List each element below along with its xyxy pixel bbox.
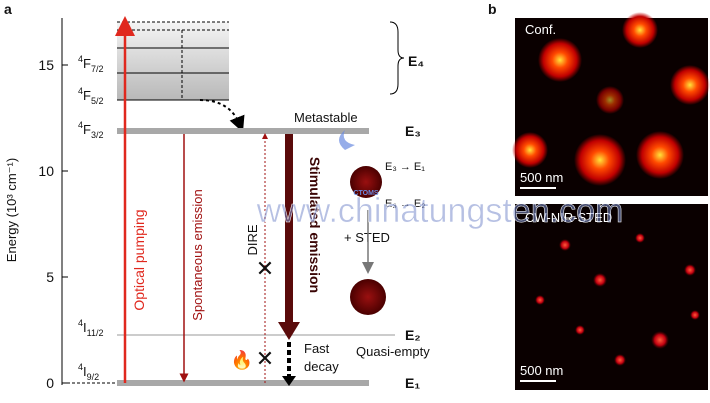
state-labels: 4F7/2 4F5/2 4F3/2 4I11/2 4I9/2 [78, 54, 104, 382]
scale-label: 500 nm [520, 170, 563, 185]
state-label: 4F7/2 [78, 54, 103, 74]
e4-band [117, 22, 229, 100]
sted-label: + STED [344, 230, 390, 245]
state-label: 4F5/2 [78, 86, 103, 106]
scale-label: 500 nm [520, 363, 563, 378]
logo: CTOMS [353, 190, 378, 197]
state-label: 4F3/2 [78, 120, 103, 140]
e1-level [117, 380, 369, 386]
cross: ✕ [256, 346, 274, 371]
watermark: www.chinatungsten.com [256, 192, 624, 230]
e3-level [117, 128, 369, 134]
pump-label: Optical pumping [131, 209, 147, 310]
sted-image [515, 204, 708, 390]
confocal-spots [512, 12, 710, 186]
panel-letter: b [488, 1, 497, 17]
transition-label: E₃ → E₂ [385, 198, 426, 210]
stimulated-arrow [285, 134, 293, 324]
quasi-empty: Quasi-empty [356, 344, 430, 359]
state-label: 4I9/2 [78, 362, 99, 382]
y-ticks: 0 5 10 15 [38, 57, 68, 391]
level-label: E₂ [405, 327, 421, 343]
state-label: 4I11/2 [78, 318, 104, 338]
stimulated-label: Stimulated emission [307, 157, 323, 293]
level-label: E₄ [408, 53, 424, 69]
fast-decay-head [282, 376, 296, 386]
cross: ✕ [256, 256, 274, 281]
y-tick-label: 10 [38, 163, 54, 179]
sted-spots [535, 233, 700, 366]
y-axis-label: Energy (10³ cm⁻¹) [4, 158, 19, 262]
fire: 🔥 [231, 349, 253, 370]
stimulated-arrowhead [278, 322, 300, 340]
y-tick-label: 15 [38, 57, 54, 73]
brace [389, 21, 405, 95]
dire-label: DIRE [245, 224, 260, 255]
fast-decay: Fast decay [304, 341, 339, 374]
logo-flame [339, 130, 355, 150]
y-tick-label: 0 [46, 375, 54, 391]
relaxation-arrow [199, 99, 245, 133]
panel-letter: a [4, 1, 12, 17]
level-label: E₁ [405, 375, 420, 391]
level-label: E₃ [405, 123, 421, 139]
transition-label: E₃ → E₁ [385, 161, 425, 173]
image-label: CW-NIR-STED [525, 210, 612, 225]
spontaneous-label: Spontaneous emission [190, 189, 205, 321]
image-label: Conf. [525, 22, 556, 37]
nanoparticle [350, 279, 386, 315]
y-tick-label: 5 [46, 269, 54, 285]
metastable: Metastable [294, 110, 358, 125]
nanoparticle [350, 166, 382, 198]
